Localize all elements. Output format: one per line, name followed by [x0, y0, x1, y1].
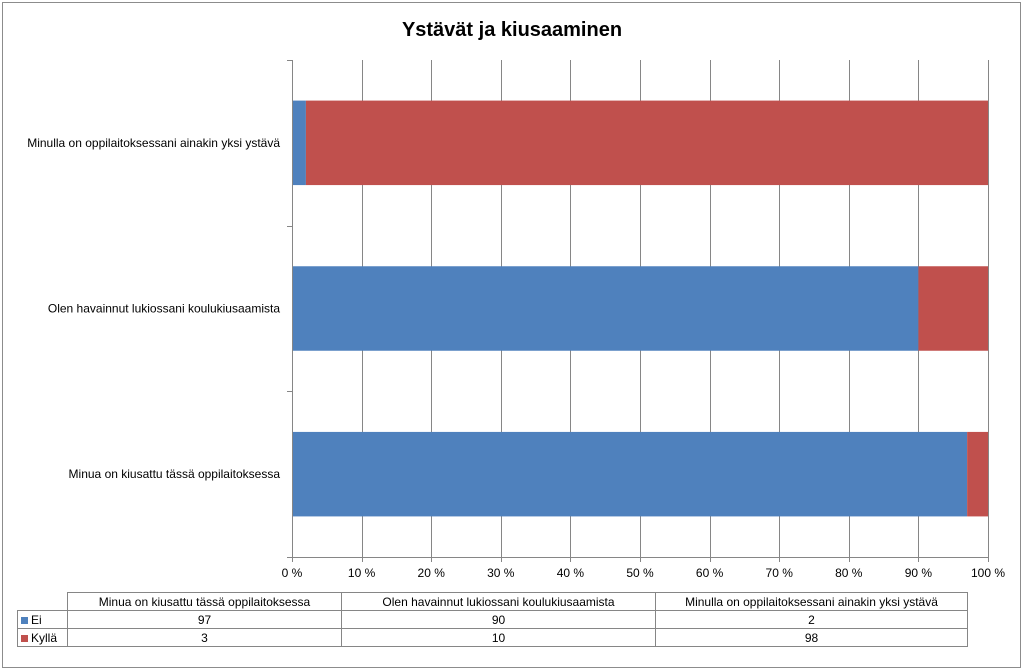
bar-kyll-0: [967, 431, 988, 517]
legend-key: [21, 616, 28, 624]
category-labels: Minua on kiusattu tässä oppilaitoksessa O…: [27, 136, 280, 481]
x-tick-label: 60 %: [696, 566, 724, 580]
table-column-header: Minua on kiusattu tässä oppilaitoksessa: [67, 592, 342, 611]
x-tick-label: 20 %: [418, 566, 446, 580]
bar-ei-1: [292, 266, 919, 351]
x-tick-label: 50 %: [626, 566, 654, 580]
table-row: Ei 97 90 2: [17, 610, 968, 629]
table-corner: [17, 592, 68, 611]
x-tick-label: 10 %: [348, 566, 376, 580]
x-tick-label: 40 %: [557, 566, 585, 580]
category-label: Minua on kiusattu tässä oppilaitoksessa: [69, 467, 281, 481]
bar-ei-2: [292, 100, 306, 186]
bars: [292, 100, 988, 517]
table-cell: 97: [67, 610, 342, 629]
x-tick-label: 100 %: [971, 566, 1005, 580]
x-tick-label: 0 %: [282, 566, 303, 580]
table-header-row: Minua on kiusattu tässä oppilaitoksessa O…: [17, 592, 968, 611]
table-column-header: Minulla on oppilaitoksessani ainakin yks…: [655, 592, 968, 611]
axes: [287, 60, 989, 562]
table-row: Kyllä 3 10 98: [17, 628, 968, 647]
table-cell: 98: [655, 628, 968, 647]
bar-ei-0: [292, 431, 968, 517]
stacked-bar-chart: Ystävät ja kiusaaminen Minua on kiusattu…: [27, 19, 1006, 580]
legend-entry: Kyllä: [17, 628, 68, 647]
x-tick-label: 90 %: [905, 566, 933, 580]
table-cell: 10: [341, 628, 656, 647]
bar-kyll-2: [305, 100, 988, 186]
table-cell: 90: [341, 610, 656, 629]
x-tick-labels: 0 % 10 % 20 % 30 % 40 % 50 % 60 % 70 % 80 % 90 % 1…: [282, 566, 1006, 580]
chart-title: Ystävät ja kiusaaminen: [402, 19, 622, 41]
bar-kyll-1: [918, 266, 988, 351]
legend-label: Kyllä: [31, 630, 58, 645]
category-label: Minulla on oppilaitoksessani ainakin yks…: [27, 136, 280, 150]
x-tick-label: 80 %: [835, 566, 863, 580]
table-cell: 2: [655, 610, 968, 629]
legend-label: Ei: [31, 612, 42, 627]
table-column-header: Olen havainnut lukiossani koulukiusaamis…: [341, 592, 656, 611]
legend-entry: Ei: [17, 610, 68, 629]
x-tick-label: 70 %: [766, 566, 794, 580]
chart-data-table: Minua on kiusattu tässä oppilaitoksessa O…: [17, 592, 968, 647]
category-label: Olen havainnut lukiossani koulukiusaamis…: [48, 302, 280, 316]
table-cell: 3: [67, 628, 342, 647]
x-tick-label: 30 %: [487, 566, 515, 580]
legend-key: [21, 634, 28, 642]
